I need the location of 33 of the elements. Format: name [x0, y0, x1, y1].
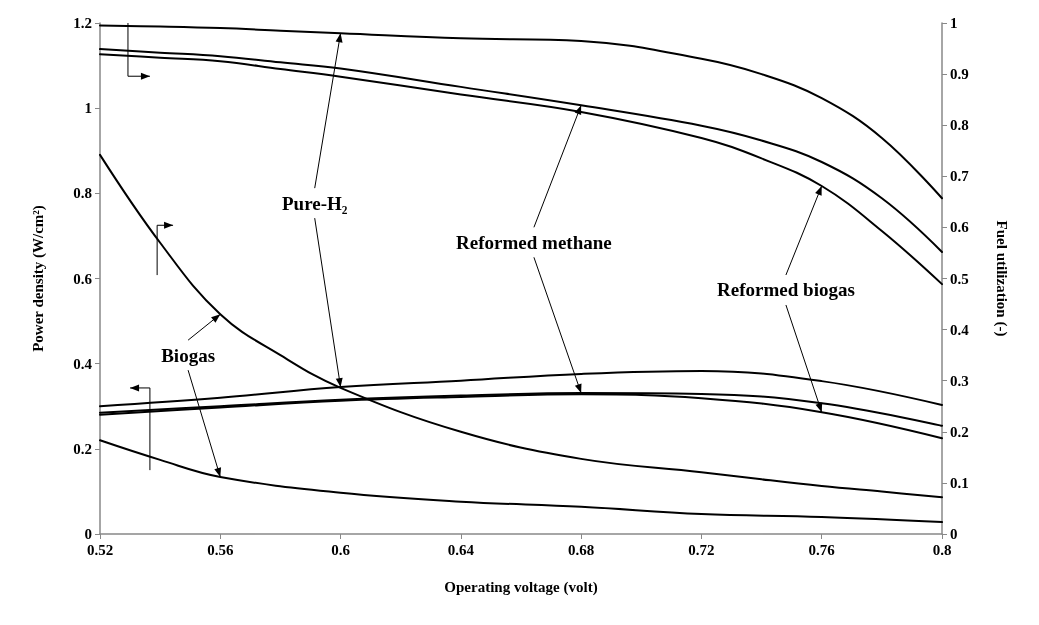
x-tick-label: 0.8	[932, 541, 952, 558]
y-tick-label: 1.2	[73, 15, 92, 31]
y2-tick-label: 0.2	[950, 423, 969, 440]
y2-tick-label: 0.5	[950, 270, 969, 287]
x-tick-label: 0.56	[207, 541, 234, 558]
annotation: Pure-H₂	[281, 192, 348, 214]
y2-tick-label: 0.4	[950, 321, 970, 338]
y2-tick-label: 0.8	[950, 117, 969, 134]
x-tick-label: 0.6	[331, 541, 351, 558]
y2-tick-label: 0	[950, 526, 958, 542]
y-tick-label: 0.8	[73, 185, 92, 202]
y-tick-label: 0.4	[73, 355, 93, 372]
x-tick-label: 0.52	[86, 541, 114, 558]
annotation: Reformed biogas	[717, 279, 855, 301]
y-tick-label: 0.6	[73, 270, 93, 287]
y2-tick-label: 1	[950, 15, 958, 31]
annotation: Reformed methane	[456, 231, 612, 253]
x-tick-label: 0.76	[808, 541, 836, 558]
x-axis-title: Operating voltage (volt)	[444, 578, 598, 596]
y2-axis-title: Fuel utilization (-)	[992, 220, 1010, 337]
y-tick-label: 1	[84, 100, 92, 117]
x-tick-label: 0.64	[447, 541, 475, 558]
y-tick-label: 0.2	[73, 440, 92, 457]
y2-tick-label: 0.6	[950, 219, 970, 236]
y2-tick-label: 0.1	[950, 474, 969, 491]
y-tick-label: 0	[84, 526, 92, 542]
y2-tick-label: 0.7	[950, 168, 970, 185]
y2-tick-label: 0.3	[950, 372, 969, 389]
y2-tick-label: 0.9	[950, 66, 969, 83]
annotation: Biogas	[161, 344, 216, 366]
y-axis-title: Power density (W/cm²)	[29, 205, 47, 352]
x-tick-label: 0.68	[568, 541, 595, 558]
x-tick-label: 0.72	[688, 541, 715, 558]
